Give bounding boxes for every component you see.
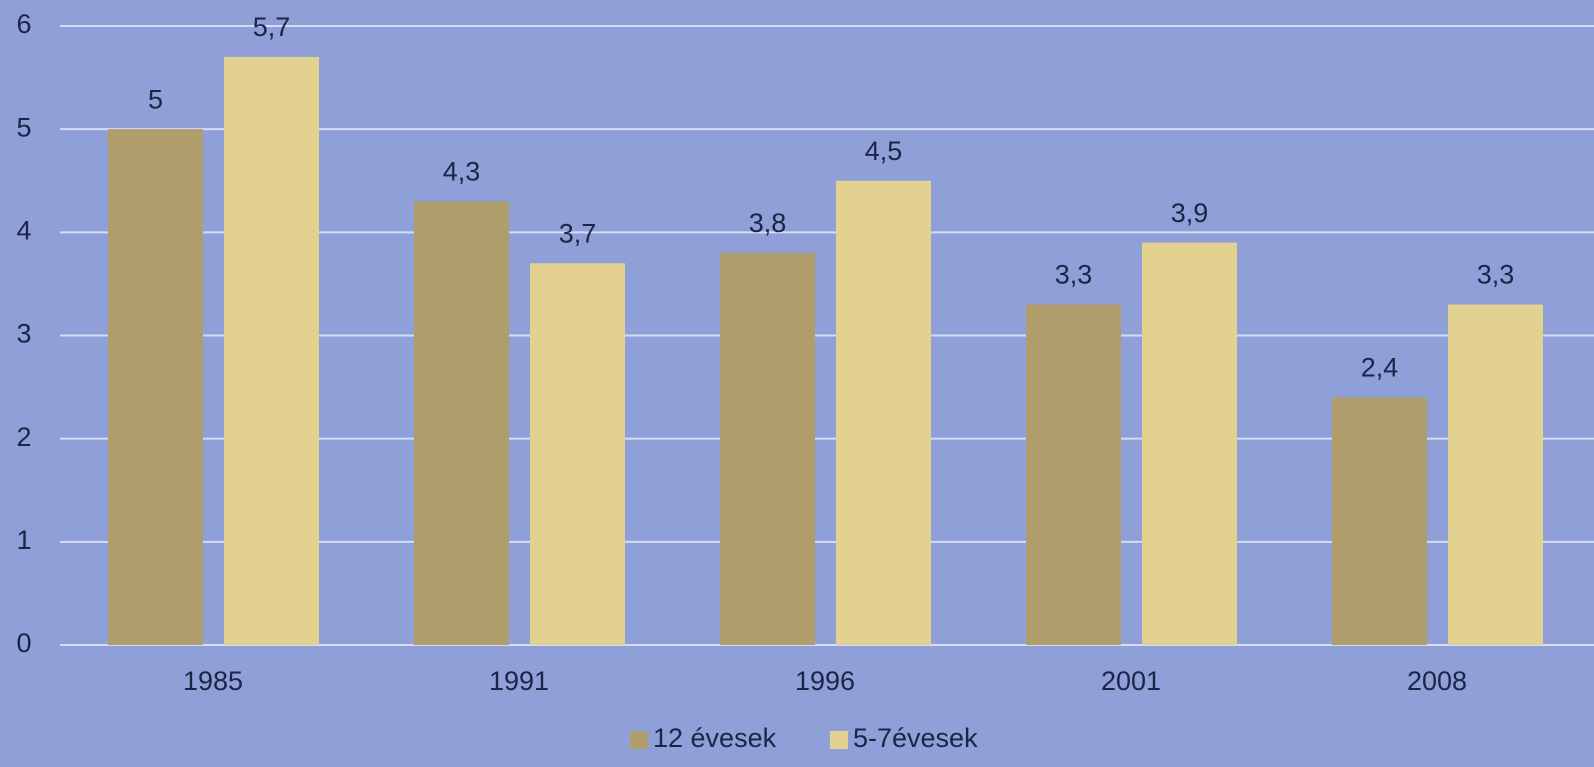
y-tick-label: 5 — [16, 112, 31, 142]
data-label: 3,3 — [1055, 260, 1093, 290]
x-tick-label: 1985 — [183, 666, 243, 696]
x-tick-label: 2001 — [1101, 666, 1161, 696]
bar — [1448, 304, 1543, 645]
data-label: 3,7 — [559, 218, 597, 248]
y-tick-label: 2 — [16, 422, 31, 452]
y-tick-label: 6 — [16, 9, 31, 39]
legend-label: 5-7évesek — [853, 723, 978, 753]
bar — [414, 201, 509, 645]
y-tick-label: 0 — [16, 628, 31, 658]
data-label: 5 — [148, 84, 163, 114]
x-tick-label: 1991 — [489, 666, 549, 696]
y-tick-label: 1 — [16, 525, 31, 555]
x-tick-label: 2008 — [1407, 666, 1467, 696]
bar — [836, 180, 931, 645]
bar — [1332, 397, 1427, 645]
data-label: 2,4 — [1361, 353, 1399, 383]
bar — [530, 263, 625, 645]
data-label: 3,8 — [749, 208, 787, 238]
data-label: 3,9 — [1171, 198, 1209, 228]
x-tick-label: 1996 — [795, 666, 855, 696]
legend-swatch — [630, 731, 648, 749]
bar — [1142, 242, 1237, 645]
y-tick-label: 4 — [16, 215, 31, 245]
data-label: 3,3 — [1477, 260, 1515, 290]
data-label: 5,7 — [253, 12, 291, 42]
y-tick-label: 3 — [16, 319, 31, 349]
data-label: 4,5 — [865, 136, 903, 166]
bar — [108, 129, 203, 645]
bar — [1026, 304, 1121, 645]
legend-label: 12 évesek — [653, 723, 777, 753]
bar — [224, 56, 319, 645]
bar — [720, 252, 815, 645]
legend-swatch — [830, 731, 848, 749]
data-label: 4,3 — [443, 157, 481, 187]
